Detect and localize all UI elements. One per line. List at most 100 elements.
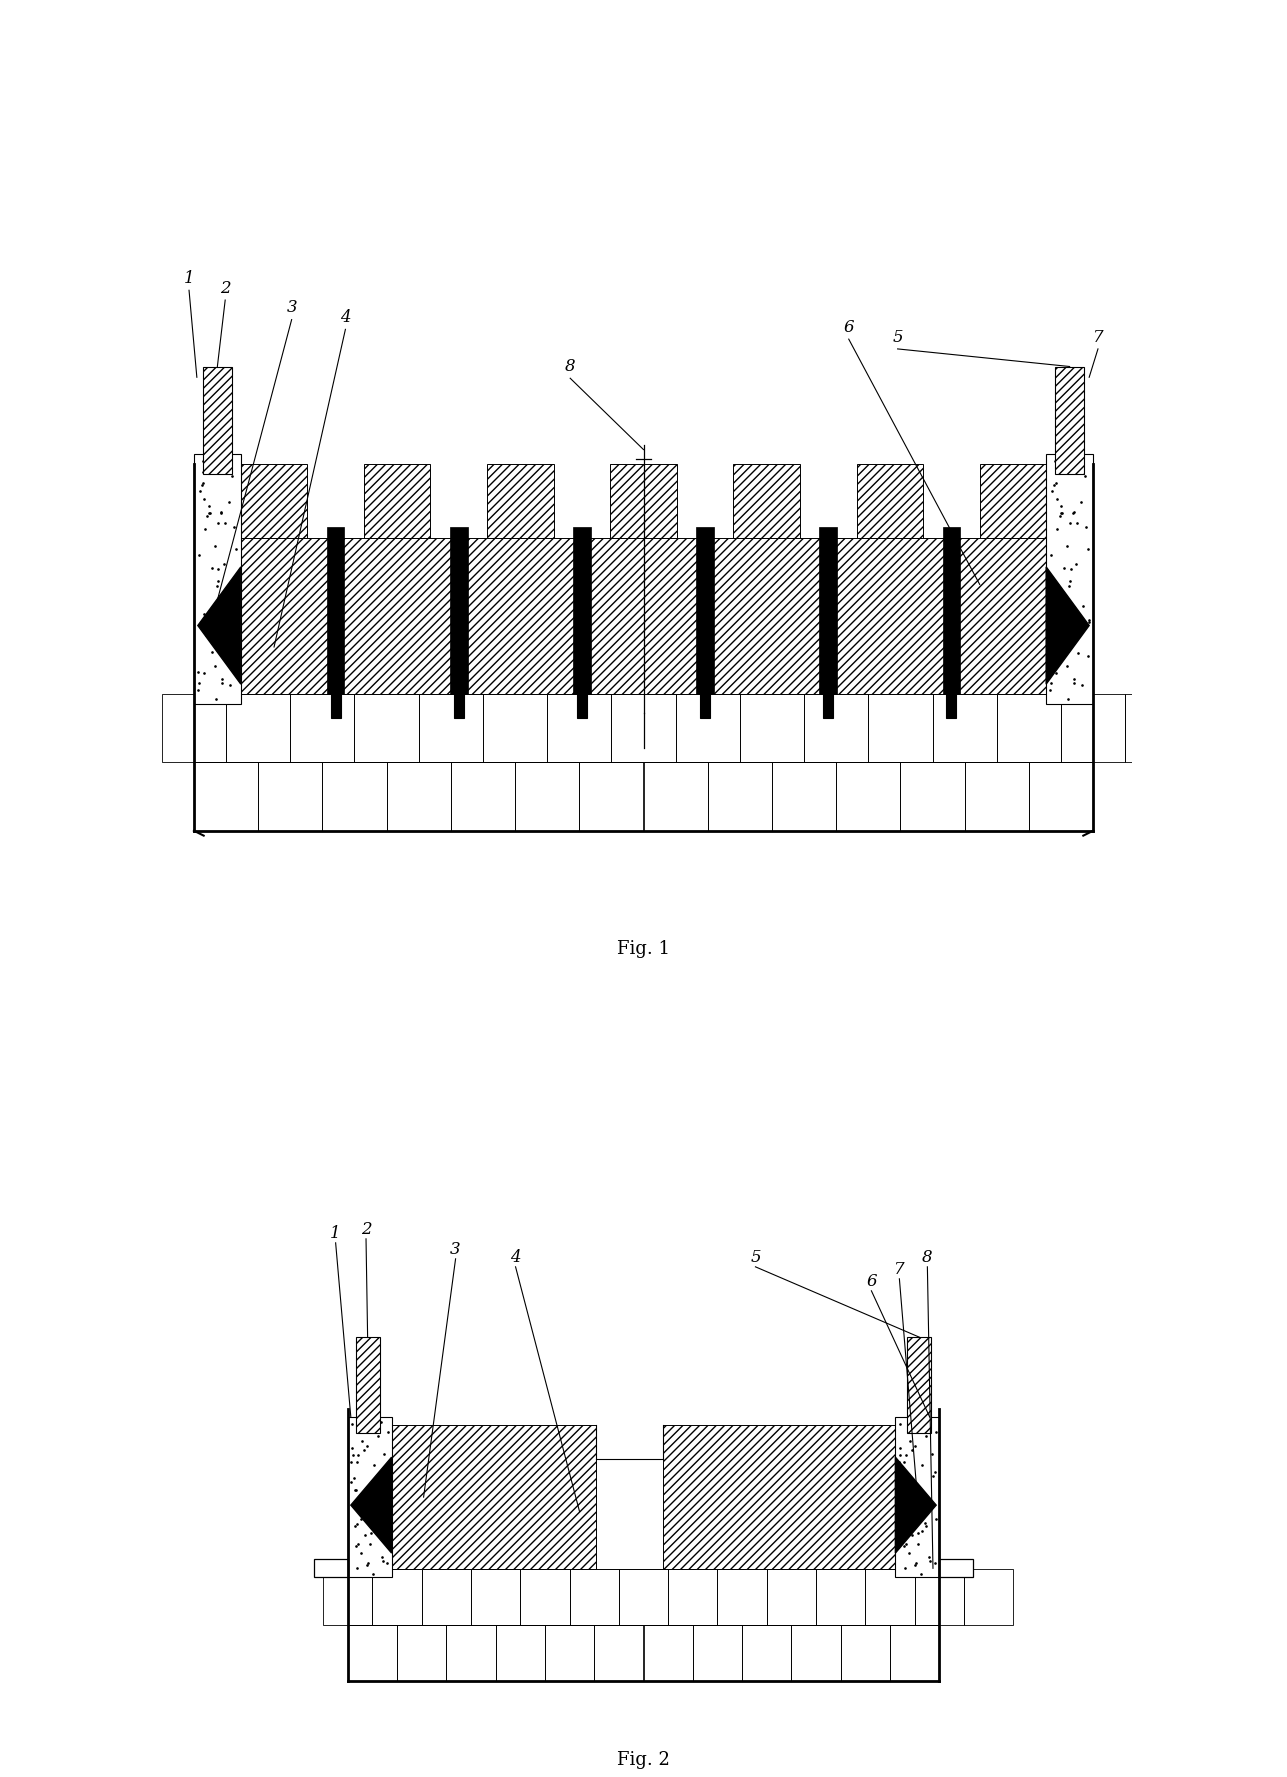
- Point: [197, 501, 218, 530]
- Bar: [915, 1569, 964, 1624]
- Point: [199, 611, 220, 640]
- Bar: [194, 762, 259, 832]
- Point: [1077, 641, 1098, 670]
- Point: [358, 1550, 378, 1578]
- Point: [1071, 489, 1091, 517]
- Point: [1054, 553, 1075, 581]
- Point: [360, 1530, 381, 1558]
- Bar: [486, 464, 553, 537]
- Bar: [347, 1624, 940, 1681]
- Bar: [454, 689, 463, 718]
- Point: [351, 1500, 372, 1528]
- Point: [376, 1461, 396, 1489]
- Bar: [837, 762, 901, 832]
- Bar: [816, 1569, 865, 1624]
- Bar: [824, 689, 833, 718]
- Bar: [891, 1624, 940, 1681]
- Point: [1050, 499, 1071, 528]
- Point: [372, 1546, 393, 1574]
- Bar: [347, 1624, 396, 1681]
- Bar: [241, 464, 308, 537]
- Point: [359, 1510, 380, 1539]
- Point: [1063, 665, 1084, 693]
- Point: [363, 1560, 384, 1589]
- Point: [196, 620, 216, 649]
- Point: [1050, 490, 1071, 519]
- Point: [888, 1468, 909, 1496]
- Point: [891, 1441, 911, 1470]
- Point: [1040, 675, 1060, 704]
- Point: [905, 1432, 925, 1461]
- Point: [371, 1407, 391, 1436]
- Bar: [347, 1418, 391, 1578]
- Point: [914, 1509, 934, 1537]
- Point: [1075, 462, 1095, 490]
- Point: [1045, 458, 1066, 487]
- Point: [1041, 540, 1062, 569]
- Point: [925, 1457, 946, 1486]
- Text: 3: 3: [286, 299, 297, 316]
- Point: [363, 1414, 384, 1443]
- Point: [188, 668, 208, 697]
- Point: [188, 675, 208, 704]
- Point: [1046, 657, 1067, 686]
- Point: [225, 535, 246, 563]
- Bar: [515, 762, 579, 832]
- Point: [363, 1450, 384, 1478]
- Point: [905, 1550, 925, 1578]
- Bar: [162, 693, 227, 762]
- Point: [345, 1512, 366, 1541]
- Text: 1: 1: [331, 1224, 341, 1242]
- Bar: [354, 693, 418, 762]
- Point: [918, 1407, 938, 1436]
- Bar: [700, 689, 710, 718]
- Point: [227, 608, 247, 636]
- Bar: [767, 1569, 816, 1624]
- Bar: [644, 762, 708, 832]
- Point: [1048, 515, 1068, 544]
- Bar: [896, 1418, 940, 1578]
- Point: [1051, 611, 1072, 640]
- Text: 7: 7: [894, 1260, 905, 1278]
- Point: [347, 1441, 368, 1470]
- Bar: [740, 693, 804, 762]
- Point: [905, 1551, 925, 1580]
- Point: [208, 567, 229, 595]
- Point: [911, 1518, 932, 1546]
- Point: [344, 1464, 364, 1493]
- Bar: [194, 762, 1093, 832]
- Bar: [668, 1569, 717, 1624]
- Point: [889, 1411, 910, 1439]
- Point: [211, 665, 232, 693]
- Point: [205, 531, 225, 560]
- Point: [211, 499, 232, 528]
- Point: [341, 1468, 362, 1496]
- Point: [1064, 599, 1085, 627]
- Point: [351, 1505, 372, 1534]
- Text: 6: 6: [843, 318, 855, 336]
- Bar: [942, 526, 960, 693]
- Bar: [347, 1569, 940, 1624]
- Point: [194, 599, 215, 627]
- Point: [911, 1480, 932, 1509]
- Point: [347, 1553, 368, 1582]
- Point: [1041, 668, 1062, 697]
- Point: [192, 471, 212, 499]
- Point: [900, 1500, 920, 1528]
- Bar: [644, 1624, 692, 1681]
- Polygon shape: [198, 567, 241, 684]
- Point: [925, 1418, 946, 1446]
- Bar: [450, 762, 515, 832]
- Bar: [495, 1624, 544, 1681]
- Bar: [386, 762, 450, 832]
- Point: [205, 652, 225, 681]
- Point: [354, 1521, 375, 1550]
- Bar: [323, 1569, 372, 1624]
- Point: [227, 606, 247, 634]
- Point: [223, 462, 243, 490]
- Bar: [792, 1624, 840, 1681]
- Bar: [422, 1569, 471, 1624]
- Bar: [577, 689, 587, 718]
- Bar: [450, 526, 467, 693]
- Point: [1068, 640, 1089, 668]
